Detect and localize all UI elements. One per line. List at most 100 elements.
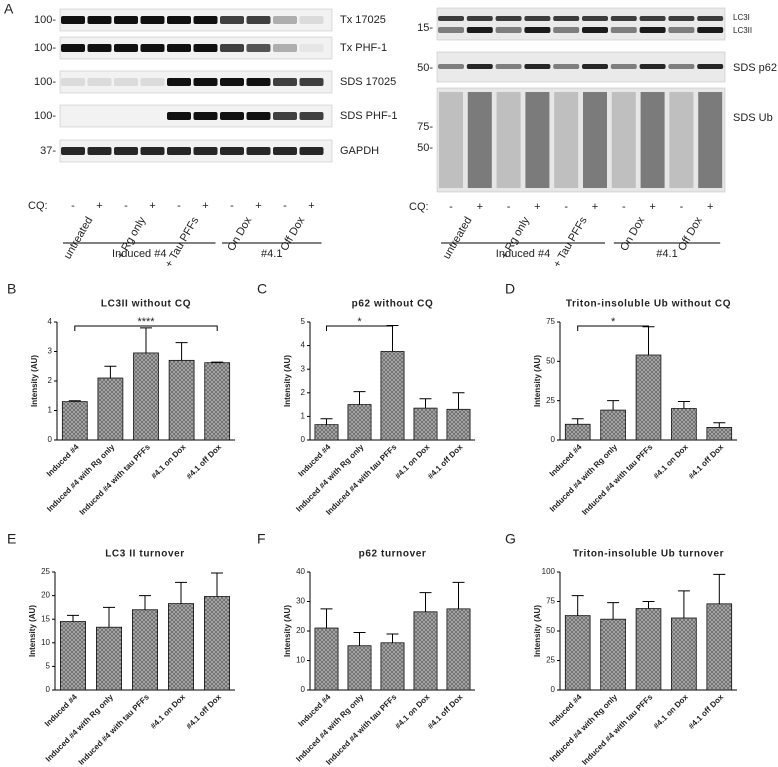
bar-hatch [60,621,86,690]
blot-label: SDS PHF-1 [340,110,397,122]
x-tick-label: Induced #4 with Rg only [548,692,619,763]
blot-band [697,27,724,33]
y-tick-label: 3 [48,347,53,356]
mw-tick: 50- [417,142,433,154]
blot-band [495,16,522,21]
error-bar [211,572,223,597]
x-tick-label: Induced #4 with Rg only [548,442,619,513]
blot-band [61,44,85,52]
ub-smear [496,92,521,188]
y-tick-label: 0 [551,685,556,694]
blot-band [639,27,666,33]
blot-band [114,16,138,24]
y-tick-label: 10 [41,638,50,647]
y-tick-label: 1 [301,412,306,421]
blot-band [438,27,464,33]
blot-band [299,78,324,86]
bar-hatch [132,609,158,690]
treatment-label: On Dox [618,215,647,254]
x-tick-label: Induced #4 with tau PFFs [77,692,152,767]
blot-band [553,16,580,21]
blot-band [495,27,522,33]
blot-band [466,64,493,69]
error-bar [140,327,152,353]
y-tick-label: 15 [41,614,50,623]
blot-band [193,16,218,24]
blot-band [87,44,112,52]
cq-sign: - [622,201,626,213]
x-tick-label: Induced #4 with tau PFFs [324,442,399,517]
error-bar [104,365,117,379]
error-bar [452,392,465,410]
treatment-label: On Dox [225,215,254,254]
error-bar [642,601,655,609]
blot-band [697,64,724,69]
treatment-label: + Tau PFFs [163,215,202,270]
blot-band [668,27,695,33]
bar-hatch [204,362,230,440]
blot-label: GAPDH [340,145,379,157]
y-tick-label: 50 [546,626,555,635]
chart-title: LC3II without CQ [101,299,191,310]
y-tick-label: 0 [48,435,53,444]
cq-sign: + [149,200,155,212]
y-tick-label: 40 [296,567,305,576]
treatment-label: untreated [441,215,475,261]
blot-band [167,112,191,120]
bar-hatch [347,645,372,690]
y-tick-label: 50 [546,356,555,365]
group-label: Induced #4 [496,248,550,260]
ub-smear [525,92,550,188]
bar-hatch [446,409,471,440]
blot-band [167,44,191,52]
y-tick-label: 4 [48,317,53,326]
error-bar [607,400,620,411]
ub-smear [698,92,723,188]
blot-band [299,16,324,24]
chart-title: p62 without CQ [352,299,434,310]
group-label: #4.1 [656,248,677,260]
panel-label: D [505,281,515,297]
cq-sign: - [283,200,287,212]
x-tick-label: #4.1 on Dox [149,692,188,731]
bar-hatch [706,603,732,690]
cq-sign: + [534,201,540,213]
panel-label: B [7,281,16,297]
blot-frame [436,7,726,41]
blot-band [140,44,165,52]
y-tick-label: 0 [301,685,306,694]
y-tick-label: 0 [301,435,306,444]
y-tick-label: 1 [48,406,53,415]
bar-hatch [133,352,159,440]
chart-title: p62 turnover [359,549,427,560]
error-bar [175,581,187,604]
ub-smear [554,92,579,188]
cq-sign: + [202,200,208,212]
blot-band [61,147,85,155]
cq-sign: + [308,200,314,212]
bar-hatch [413,408,438,440]
significance-label: * [357,316,362,328]
panel-label: A [4,1,14,17]
blot-band [273,147,297,155]
ub-smear [467,92,492,188]
blot-band [273,16,297,24]
mw-tick: 100- [34,76,56,88]
mw-tick: 75- [417,121,433,133]
error-bar [571,595,584,616]
mw-tick: 15- [417,22,433,34]
x-tick-label: Induced #4 [43,692,79,728]
blot-band [193,147,218,155]
mw-tick: 100- [34,42,56,54]
x-tick-label: #4.1 off Dox [426,692,465,731]
y-tick-label: 5 [46,662,51,671]
blot-band [167,78,191,86]
blot-band [582,27,608,33]
error-bar [353,631,366,646]
blot-label: LC3II [733,26,752,35]
error-bar [571,418,584,425]
blot-band [273,44,297,52]
significance-bracket [577,325,649,331]
blot-label: SDS Ub [733,112,773,124]
error-bar [211,361,224,363]
